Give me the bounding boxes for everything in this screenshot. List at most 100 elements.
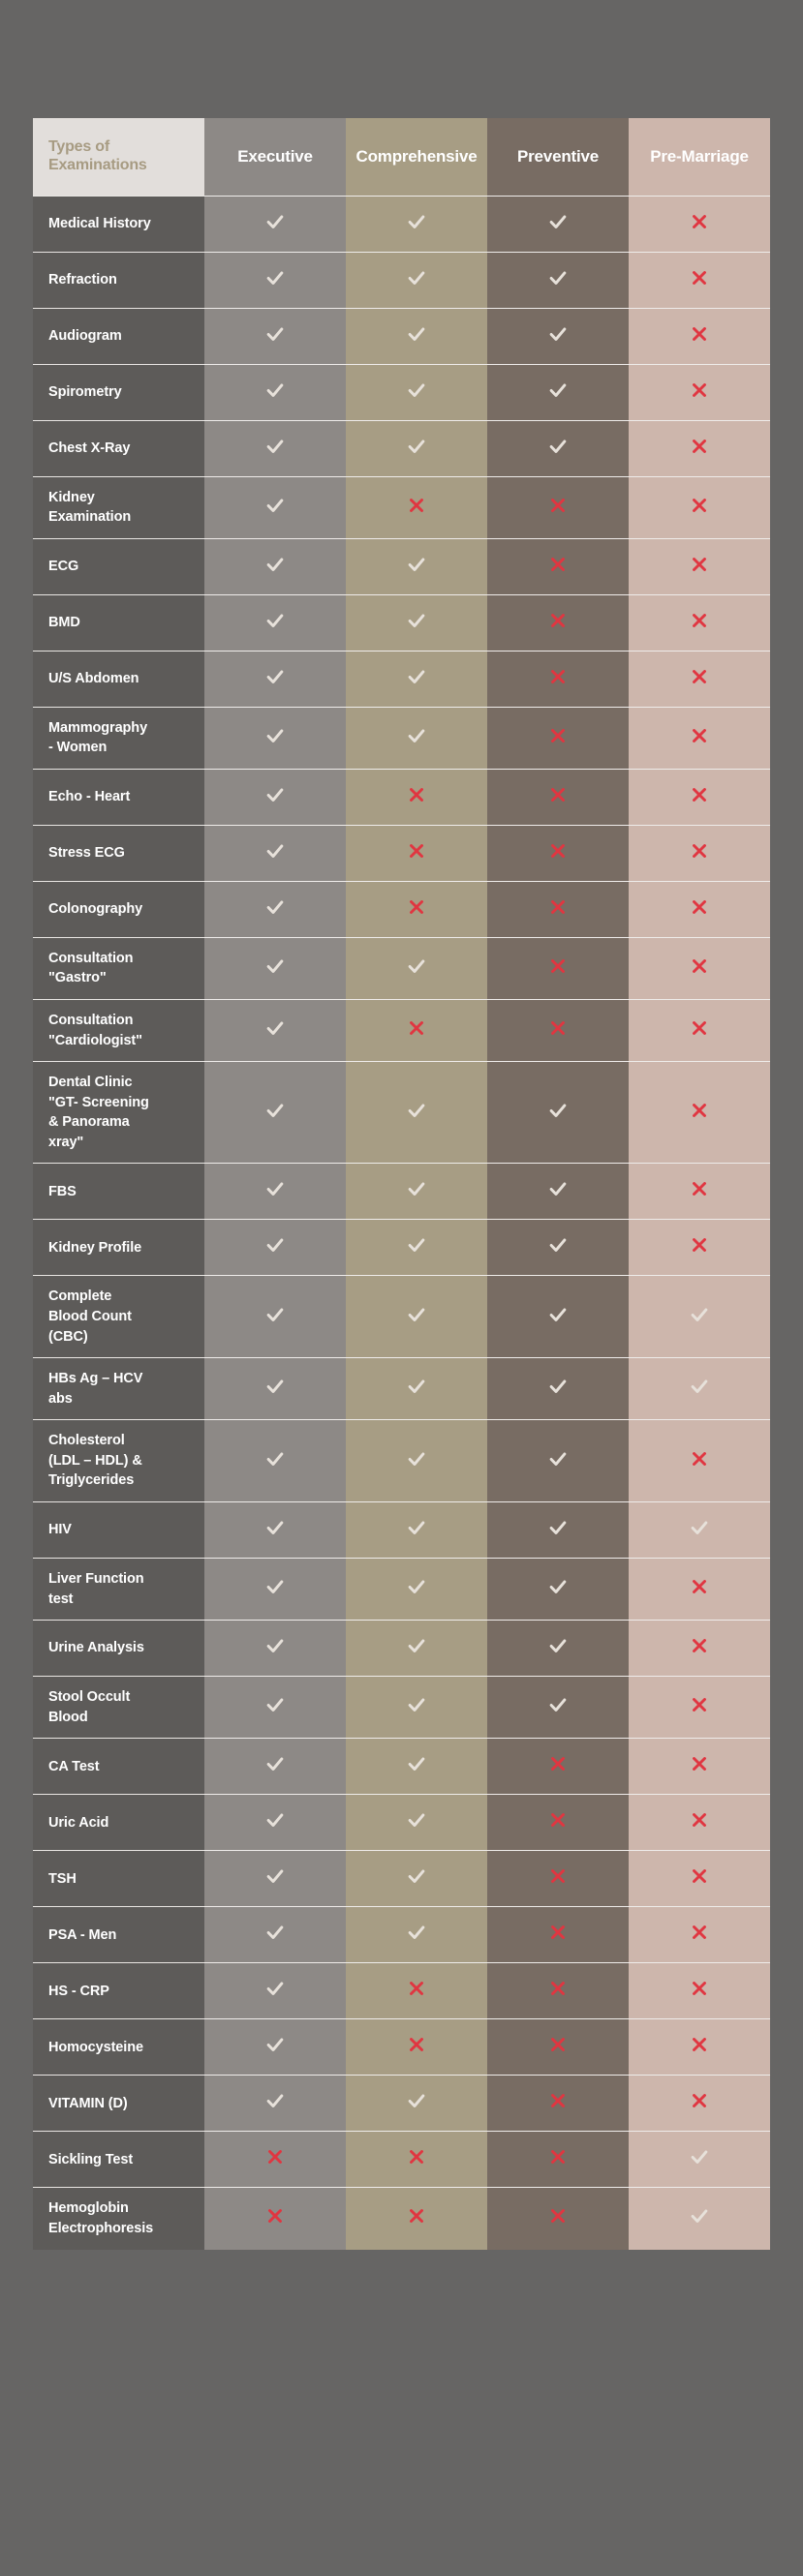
- cell-preventive: [487, 1850, 629, 1907]
- check-icon: [406, 1517, 427, 1538]
- row-label: VITAMIN (D): [33, 2075, 204, 2132]
- cell-executive: [204, 1061, 346, 1164]
- cell-preventive: [487, 195, 629, 252]
- cell-executive: [204, 1794, 346, 1851]
- cell-preventive: [487, 419, 629, 476]
- cross-icon: [689, 1017, 710, 1039]
- check-icon: [264, 1304, 286, 1325]
- check-icon: [264, 955, 286, 977]
- row-label: PSA - Men: [33, 1906, 204, 1963]
- check-icon: [406, 1304, 427, 1325]
- check-icon: [406, 1753, 427, 1774]
- table-row: Complete Blood Count (CBC): [33, 1275, 770, 1358]
- cell-comprehensive: [346, 1738, 487, 1795]
- cell-premarriage: [629, 2075, 770, 2132]
- cell-executive: [204, 936, 346, 1000]
- table-row: HS - CRP: [33, 1962, 770, 2019]
- check-icon: [264, 1694, 286, 1715]
- cell-premarriage: [629, 768, 770, 826]
- check-icon: [264, 495, 286, 516]
- cross-icon: [406, 2034, 427, 2055]
- check-icon: [264, 1017, 286, 1039]
- row-label: Spirometry: [33, 363, 204, 420]
- cell-executive: [204, 2187, 346, 2250]
- cross-icon: [689, 666, 710, 687]
- cell-comprehensive: [346, 1620, 487, 1677]
- check-icon: [406, 211, 427, 232]
- header-preventive: Preventive: [487, 118, 629, 196]
- cell-executive: [204, 1419, 346, 1502]
- cell-premarriage: [629, 1794, 770, 1851]
- table-row: Dental Clinic "GT- Screening & Panorama …: [33, 1061, 770, 1164]
- check-icon: [406, 323, 427, 345]
- cell-premarriage: [629, 1850, 770, 1907]
- table-row: Colonography: [33, 880, 770, 938]
- cell-comprehensive: [346, 593, 487, 652]
- cell-preventive: [487, 537, 629, 595]
- cell-executive: [204, 195, 346, 252]
- cross-icon: [547, 1865, 569, 1887]
- cell-executive: [204, 475, 346, 539]
- cross-icon: [547, 1809, 569, 1831]
- check-icon: [406, 1576, 427, 1597]
- check-icon: [264, 436, 286, 457]
- cell-comprehensive: [346, 824, 487, 882]
- examinations-comparison-table: Types of Examinations Executive Comprehe…: [33, 118, 770, 2250]
- cross-icon: [689, 1753, 710, 1774]
- cell-executive: [204, 768, 346, 826]
- table-row: Medical History: [33, 195, 770, 252]
- cell-premarriage: [629, 363, 770, 420]
- check-icon: [264, 1178, 286, 1199]
- check-icon: [264, 1376, 286, 1397]
- cell-comprehensive: [346, 2131, 487, 2188]
- row-label: HS - CRP: [33, 1962, 204, 2019]
- check-icon: [264, 1865, 286, 1887]
- table-row: Sickling Test: [33, 2131, 770, 2188]
- check-icon: [406, 379, 427, 401]
- cell-comprehensive: [346, 1676, 487, 1739]
- cell-preventive: [487, 2131, 629, 2188]
- check-icon: [406, 1809, 427, 1831]
- cell-preventive: [487, 650, 629, 708]
- cell-comprehensive: [346, 1850, 487, 1907]
- table-row: PSA - Men: [33, 1906, 770, 1963]
- cell-premarriage: [629, 419, 770, 476]
- check-icon: [547, 1304, 569, 1325]
- row-label: Colonography: [33, 880, 204, 938]
- check-icon: [547, 1376, 569, 1397]
- row-label: Uric Acid: [33, 1794, 204, 1851]
- cell-premarriage: [629, 1906, 770, 1963]
- cell-preventive: [487, 936, 629, 1000]
- cross-icon: [689, 1978, 710, 1999]
- check-icon: [264, 1809, 286, 1831]
- cell-preventive: [487, 1275, 629, 1358]
- check-icon: [406, 1376, 427, 1397]
- cell-premarriage: [629, 1738, 770, 1795]
- cell-preventive: [487, 1738, 629, 1795]
- cell-premarriage: [629, 1558, 770, 1621]
- cell-premarriage: [629, 706, 770, 770]
- cell-preventive: [487, 1419, 629, 1502]
- cell-premarriage: [629, 1620, 770, 1677]
- row-label: Complete Blood Count (CBC): [33, 1275, 204, 1358]
- cell-executive: [204, 998, 346, 1062]
- cross-icon: [547, 1922, 569, 1943]
- check-icon: [547, 436, 569, 457]
- cell-comprehensive: [346, 1558, 487, 1621]
- cross-icon: [689, 267, 710, 288]
- check-icon: [547, 1100, 569, 1121]
- cell-premarriage: [629, 1163, 770, 1220]
- check-icon: [264, 1635, 286, 1656]
- check-icon: [264, 1753, 286, 1774]
- cell-executive: [204, 2131, 346, 2188]
- check-icon: [264, 1517, 286, 1538]
- check-icon: [406, 725, 427, 746]
- table-row: Consultation "Cardiologist": [33, 998, 770, 1062]
- row-label: Chest X-Ray: [33, 419, 204, 476]
- check-icon: [547, 267, 569, 288]
- check-icon: [264, 840, 286, 862]
- cell-preventive: [487, 1357, 629, 1420]
- check-icon: [689, 1304, 710, 1325]
- cell-executive: [204, 1219, 346, 1276]
- row-label: Refraction: [33, 251, 204, 308]
